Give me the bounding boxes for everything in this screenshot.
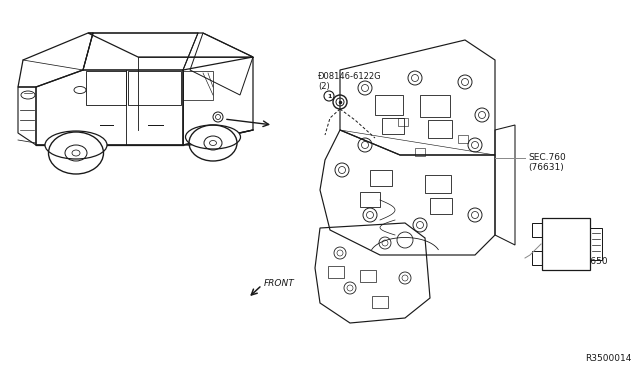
Text: Ð08146-6122G
(2): Ð08146-6122G (2) [318,71,381,91]
Bar [420,95,450,117]
Bar [360,192,380,207]
Bar [532,251,542,265]
Bar [425,175,451,193]
Bar [415,148,425,156]
Bar [370,170,392,186]
Bar [428,120,452,138]
Bar [328,266,344,278]
Ellipse shape [45,131,107,159]
Bar [458,135,468,143]
Bar [532,223,542,237]
Bar [375,95,403,115]
Text: 41650: 41650 [580,257,609,266]
Bar [430,198,452,214]
Bar [542,218,590,270]
Ellipse shape [186,125,241,149]
Bar [590,228,602,260]
Bar [372,296,388,308]
Bar [398,118,408,126]
Text: R3500014: R3500014 [586,354,632,363]
Bar [382,118,404,134]
Text: SEC.760
(76631): SEC.760 (76631) [528,153,566,172]
Text: FRONT: FRONT [264,279,295,289]
Text: 1: 1 [327,93,331,99]
Bar [360,270,376,282]
